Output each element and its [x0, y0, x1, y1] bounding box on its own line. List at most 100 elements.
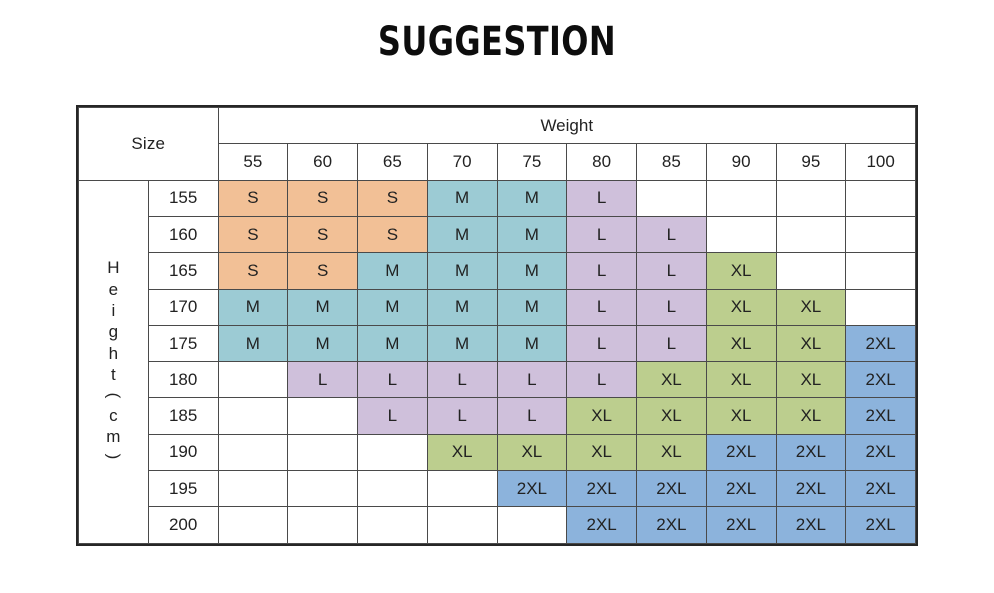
table-row: 195 2XL 2XL 2XL 2XL 2XL 2XL	[79, 470, 916, 508]
size-cell-xl: XL	[705, 397, 777, 435]
size-cell-l: L	[566, 179, 637, 217]
size-cell-empty	[496, 506, 568, 544]
size-cell-l: L	[566, 215, 637, 254]
size-cell-l: L	[566, 252, 637, 290]
size-cell-empty	[217, 433, 289, 472]
table-row: 180 L L L L L XL XL XL 2XL	[79, 361, 916, 399]
size-cell-m: M	[496, 215, 568, 254]
size-cell-xl: XL	[705, 288, 777, 326]
table-row: 185 L L L XL XL XL XL 2XL	[79, 397, 916, 435]
weight-column-header: 80	[566, 143, 637, 181]
size-cell-empty	[426, 470, 498, 508]
size-cell-m: M	[287, 324, 358, 363]
size-cell-empty	[705, 215, 777, 254]
size-cell-m: M	[426, 215, 498, 254]
size-cell-m: M	[357, 324, 428, 363]
size-cell-m: M	[357, 252, 428, 290]
size-cell-2xl: 2XL	[496, 470, 568, 508]
size-cell-empty	[287, 397, 358, 435]
size-cell-empty	[775, 252, 847, 290]
size-cell-2xl: 2XL	[566, 470, 637, 508]
size-cell-xl: XL	[775, 361, 847, 399]
size-cell-2xl: 2XL	[705, 470, 777, 508]
size-cell-empty	[217, 470, 289, 508]
height-label-char: e	[108, 279, 119, 299]
size-cell-2xl: 2XL	[566, 506, 637, 544]
height-label-char: h	[108, 343, 119, 363]
size-cell-2xl: 2XL	[845, 397, 916, 435]
size-cell-empty	[775, 215, 847, 254]
table-row: 170 M M M M M L L XL XL	[79, 288, 916, 326]
size-cell-m: M	[496, 288, 568, 326]
size-cell-empty	[357, 470, 428, 508]
size-cell-empty	[357, 433, 428, 472]
size-cell-l: L	[357, 397, 428, 435]
size-cell-m: M	[496, 179, 568, 217]
size-cell-empty	[636, 179, 707, 217]
table-row: 190 XL XL XL XL 2XL 2XL 2XL	[79, 433, 916, 472]
size-cell-xl: XL	[775, 324, 847, 363]
size-cell-l: L	[496, 361, 568, 399]
size-cell-xl: XL	[775, 397, 847, 435]
size-cell-m: M	[217, 324, 289, 363]
size-cell-2xl: 2XL	[775, 470, 847, 508]
size-cell-xl: XL	[566, 397, 637, 435]
size-cell-m: M	[426, 288, 498, 326]
size-cell-empty	[287, 506, 358, 544]
weight-column-header: 75	[496, 143, 568, 181]
size-cell-l: L	[426, 361, 498, 399]
size-cell-empty	[705, 179, 777, 217]
height-row-header: 155	[147, 179, 219, 217]
height-label-char: )	[103, 454, 123, 460]
weight-column-header: 65	[357, 143, 428, 181]
size-cell-2xl: 2XL	[705, 506, 777, 544]
size-cell-l: L	[426, 397, 498, 435]
size-cell-m: M	[426, 179, 498, 217]
size-cell-2xl: 2XL	[775, 433, 847, 472]
weight-column-header: 100	[845, 143, 916, 181]
size-cell-2xl: 2XL	[705, 433, 777, 472]
size-cell-m: M	[496, 252, 568, 290]
size-cell-2xl: 2XL	[636, 470, 707, 508]
size-cell-l: L	[636, 324, 707, 363]
table-row: 200 2XL 2XL 2XL 2XL 2XL	[79, 506, 916, 544]
size-cell-l: L	[566, 324, 637, 363]
height-row-header: 160	[147, 215, 219, 254]
size-cell-xl: XL	[636, 397, 707, 435]
size-cell-2xl: 2XL	[845, 433, 916, 472]
size-cell-s: S	[287, 215, 358, 254]
size-cell-s: S	[217, 215, 289, 254]
size-cell-2xl: 2XL	[845, 361, 916, 399]
page-title: SUGGESTION	[377, 19, 617, 65]
table-row: 160 S S S M M L L	[79, 215, 916, 254]
size-cell-xl: XL	[775, 288, 847, 326]
table-row: 175 M M M M M L L XL XL 2XL	[79, 324, 916, 363]
size-cell-2xl: 2XL	[636, 506, 707, 544]
size-cell-m: M	[426, 252, 498, 290]
size-cell-s: S	[357, 215, 428, 254]
table-header-row-top: Size Weight	[78, 106, 916, 181]
size-cell-l: L	[636, 215, 707, 254]
size-cell-l: L	[357, 361, 428, 399]
size-cell-xl: XL	[705, 324, 777, 363]
size-cell-empty	[845, 215, 916, 254]
height-row-header: 165	[147, 252, 219, 290]
table-row: 165 S S M M M L L XL	[79, 252, 916, 290]
size-cell-m: M	[357, 288, 428, 326]
size-cell-l: L	[566, 361, 637, 399]
size-cell-empty	[845, 252, 916, 290]
height-row-header: 170	[147, 288, 219, 326]
weight-column-header: 70	[426, 143, 498, 181]
weight-column-header: 85	[636, 143, 707, 181]
height-row-header: 175	[147, 324, 219, 363]
size-cell-empty	[845, 288, 916, 326]
weight-column-header: 95	[775, 143, 847, 181]
size-cell-m: M	[217, 288, 289, 326]
size-cell-xl: XL	[705, 361, 777, 399]
size-cell-empty	[357, 506, 428, 544]
size-cell-s: S	[357, 179, 428, 217]
size-cell-l: L	[636, 288, 707, 326]
size-cell-l: L	[566, 288, 637, 326]
